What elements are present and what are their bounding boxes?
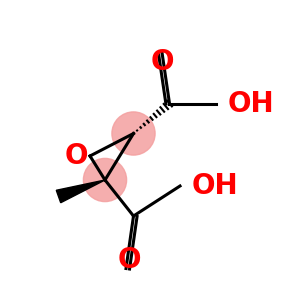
Circle shape	[83, 158, 127, 202]
Polygon shape	[56, 180, 105, 203]
Text: O: O	[117, 245, 141, 274]
Text: OH: OH	[228, 89, 274, 118]
Text: O: O	[65, 142, 88, 170]
Text: OH: OH	[192, 172, 238, 200]
Circle shape	[112, 112, 155, 155]
Text: O: O	[150, 47, 174, 76]
